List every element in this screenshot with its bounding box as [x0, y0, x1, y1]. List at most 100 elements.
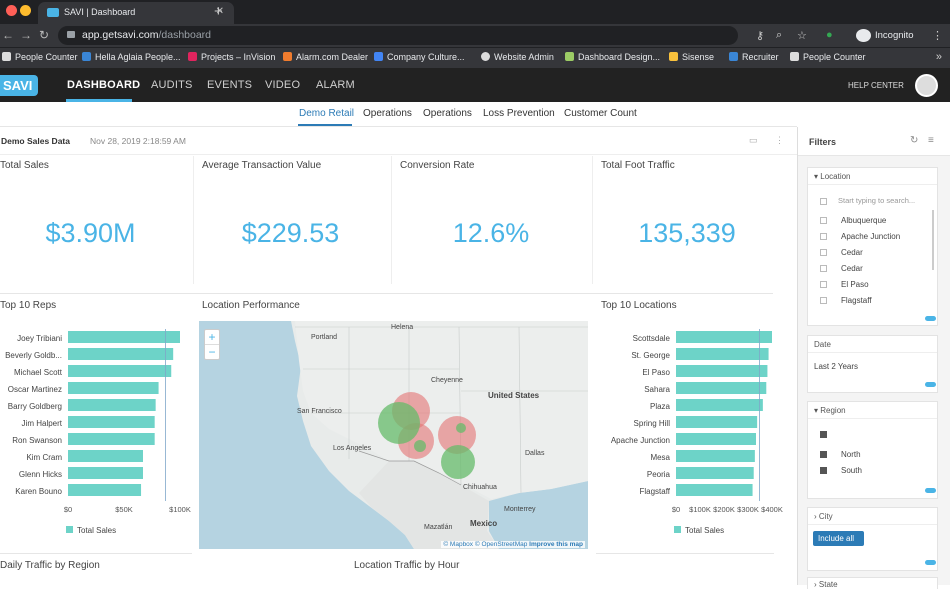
location-option[interactable]: Cedar — [841, 264, 863, 273]
zoom-out-icon[interactable]: − — [208, 345, 216, 359]
bookmark-item[interactable]: Sisense — [669, 52, 714, 62]
region-filter-toggle[interactable] — [925, 488, 936, 493]
category-label: Barry Goldberg — [8, 402, 62, 411]
tab-operations[interactable]: Operations — [363, 108, 412, 119]
improve-map-link[interactable]: Improve this map — [529, 541, 583, 548]
avatar[interactable] — [915, 74, 938, 97]
help-center-link[interactable]: HELP CENTER — [848, 81, 904, 90]
kpi-label: Conversion Rate — [400, 160, 475, 171]
region-filter-title[interactable]: ▾ Region — [814, 406, 846, 415]
tick-label: $0 — [672, 505, 680, 514]
region-option-south[interactable]: South — [841, 466, 862, 475]
location-checkbox[interactable] — [820, 297, 827, 304]
bookmark-item[interactable]: Company Culture... — [374, 52, 465, 62]
key-icon[interactable]: ⚷ — [756, 30, 765, 42]
bookmark-item[interactable]: People Counter — [790, 52, 866, 62]
tab-customer-count[interactable]: Customer Count — [564, 108, 637, 119]
map-label: Dallas — [525, 450, 545, 457]
nav-events[interactable]: EVENTS — [207, 79, 253, 91]
location-marker[interactable] — [414, 440, 426, 452]
bookmarks-overflow-icon[interactable]: » — [935, 51, 942, 63]
location-checkbox[interactable] — [820, 249, 827, 256]
window-close-button[interactable] — [6, 5, 17, 16]
location-option[interactable]: Flagstaff — [841, 296, 872, 305]
region-checkbox[interactable] — [820, 451, 827, 458]
bookmark-item[interactable]: Dashboard Design... — [565, 52, 660, 62]
location-list-scrollbar[interactable] — [932, 210, 934, 270]
location-option[interactable]: Albuquerque — [841, 216, 887, 225]
back-icon[interactable]: ← — [2, 28, 14, 42]
browser-tab[interactable]: SAVI | Dashboard ✕ — [38, 2, 234, 24]
location-search-input[interactable]: Start typing to search... — [838, 196, 916, 205]
location-option[interactable]: Apache Junction — [841, 232, 901, 241]
window-minimize-button[interactable] — [20, 5, 31, 16]
location-filter-toggle[interactable] — [925, 316, 936, 321]
region-checkbox[interactable] — [820, 467, 827, 474]
close-tab-icon[interactable]: ✕ — [215, 6, 224, 17]
bar — [676, 382, 767, 394]
grammarly-icon[interactable]: ● — [826, 29, 833, 41]
nav-alarm[interactable]: ALARM — [316, 79, 355, 91]
location-map[interactable]: Helena Portland Cheyenne San Francisco L… — [199, 321, 588, 549]
category-label: Spring Hill — [634, 419, 671, 428]
category-label: Karen Bouno — [15, 487, 62, 496]
location-marker[interactable] — [438, 416, 476, 454]
image-export-icon[interactable]: ▭ — [749, 135, 758, 145]
savi-logo[interactable]: SAVI — [0, 75, 38, 96]
tab-operations-2[interactable]: Operations — [423, 108, 472, 119]
tab-demo-retail[interactable]: Demo Retail — [299, 108, 355, 119]
bookmark-item[interactable]: Alarm.com Dealer — [283, 52, 368, 62]
location-marker[interactable] — [441, 445, 475, 479]
location-checkbox[interactable] — [820, 265, 827, 272]
more-options-icon[interactable]: ⋮ — [775, 135, 784, 145]
category-label: Flagstaff — [639, 487, 670, 496]
zoom-in-icon[interactable]: + — [205, 330, 219, 345]
nav-video[interactable]: VIDEO — [265, 79, 301, 91]
kpi-foot-traffic: Total Foot Traffic 135,339 — [601, 156, 773, 284]
refresh-icon[interactable]: ↻ — [910, 135, 919, 146]
bar — [68, 484, 142, 496]
tab-loss-prevention[interactable]: Loss Prevention — [483, 108, 555, 119]
bar — [676, 433, 756, 445]
nav-audits[interactable]: AUDITS — [151, 79, 193, 91]
forward-icon[interactable]: → — [20, 28, 32, 42]
include-all-button[interactable]: Include all — [813, 531, 864, 546]
bar — [676, 365, 768, 377]
select-all-checkbox[interactable] — [820, 198, 827, 205]
location-filter-title[interactable]: ▾ Location — [814, 172, 851, 181]
region-select-all-checkbox[interactable] — [820, 431, 827, 438]
date-filter-toggle[interactable] — [925, 382, 936, 387]
location-option[interactable]: El Paso — [841, 280, 869, 289]
new-tab-icon[interactable]: + — [214, 3, 223, 20]
lock-icon — [67, 31, 75, 38]
location-marker[interactable] — [456, 423, 466, 433]
location-marker[interactable] — [378, 402, 420, 444]
location-checkbox[interactable] — [820, 217, 827, 224]
reload-icon[interactable]: ↻ — [39, 28, 50, 42]
date-filter-title[interactable]: Date — [814, 340, 831, 349]
zoom-icon[interactable]: ⌕ — [776, 29, 783, 41]
bookmark-item[interactable]: Hella Aglaia People... — [82, 52, 181, 62]
location-checkbox[interactable] — [820, 281, 827, 288]
mapbox-link[interactable]: © Mapbox — [443, 541, 474, 548]
city-filter-title[interactable]: › City — [814, 512, 833, 521]
map-canvas[interactable]: Helena Portland Cheyenne San Francisco L… — [199, 321, 588, 549]
bookmark-item[interactable]: Projects – InVision — [188, 52, 275, 62]
city-filter-toggle[interactable] — [925, 560, 936, 565]
date-filter-value[interactable]: Last 2 Years — [814, 362, 859, 371]
region-option-north[interactable]: North — [841, 450, 861, 459]
bookmark-item[interactable]: Website Admin — [481, 52, 554, 62]
menu-icon[interactable]: ⋮ — [932, 30, 943, 42]
bookmark-item[interactable]: Recruiter — [729, 52, 779, 62]
location-checkbox[interactable] — [820, 233, 827, 240]
nav-dashboard[interactable]: DASHBOARD — [67, 79, 141, 91]
map-label: Monterrey — [504, 506, 536, 513]
bookmark-item[interactable]: People Counter — [2, 52, 78, 62]
address-bar[interactable]: app.getsavi.com/dashboard — [58, 26, 738, 45]
filter-menu-icon[interactable]: ≡ — [928, 135, 934, 146]
location-option[interactable]: Cedar — [841, 248, 863, 257]
star-icon[interactable]: ☆ — [797, 30, 807, 42]
category-label: Mesa — [650, 453, 670, 462]
osm-link[interactable]: © OpenStreetMap — [474, 541, 528, 548]
bar — [68, 348, 174, 360]
